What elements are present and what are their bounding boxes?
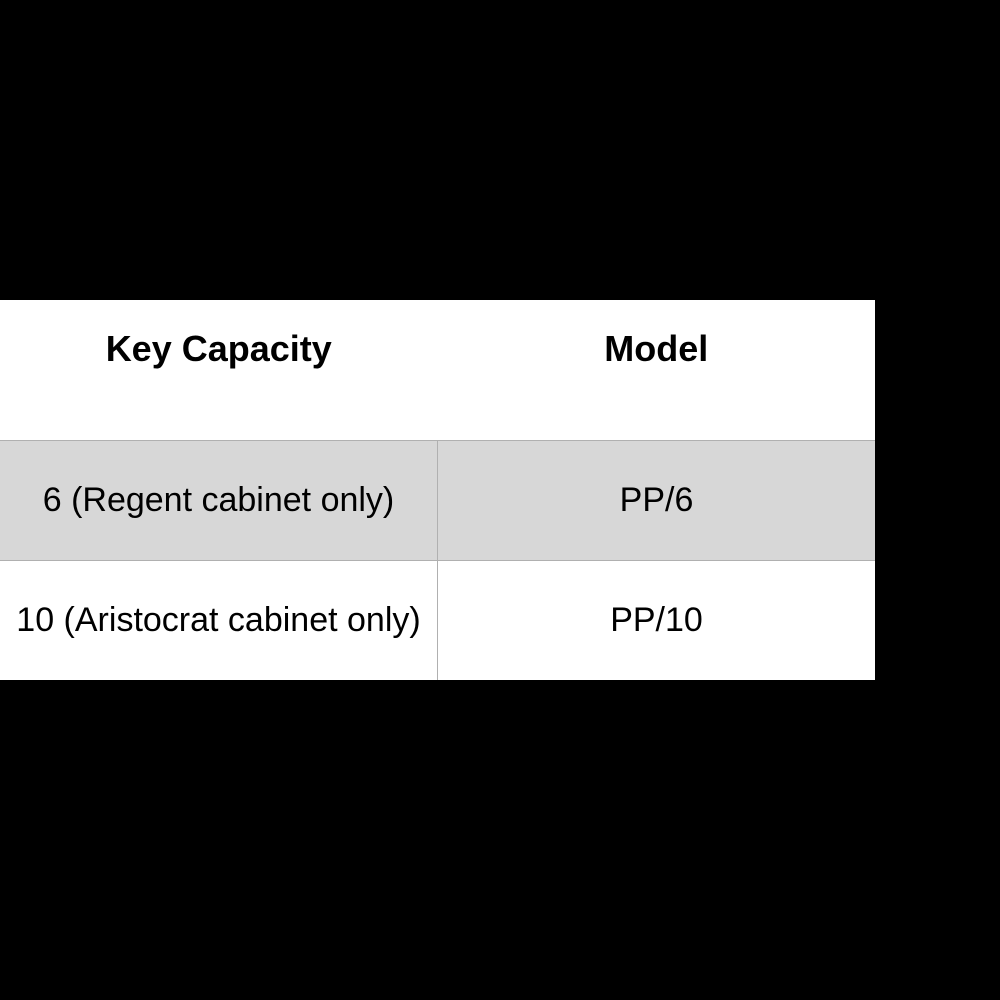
cell-model: PP/10 [438,561,876,681]
table-row: 10 (Aristocrat cabinet only) PP/10 [0,561,875,681]
header-key-capacity: Key Capacity [0,300,438,441]
table-header-row: Key Capacity Model [0,300,875,441]
cell-capacity: 6 (Regent cabinet only) [0,441,438,561]
cell-model: PP/6 [438,441,876,561]
capacity-model-table: Key Capacity Model 6 (Regent cabinet onl… [0,300,875,680]
header-model: Model [438,300,876,441]
cell-capacity: 10 (Aristocrat cabinet only) [0,561,438,681]
data-table: Key Capacity Model 6 (Regent cabinet onl… [0,300,875,680]
table-row: 6 (Regent cabinet only) PP/6 [0,441,875,561]
